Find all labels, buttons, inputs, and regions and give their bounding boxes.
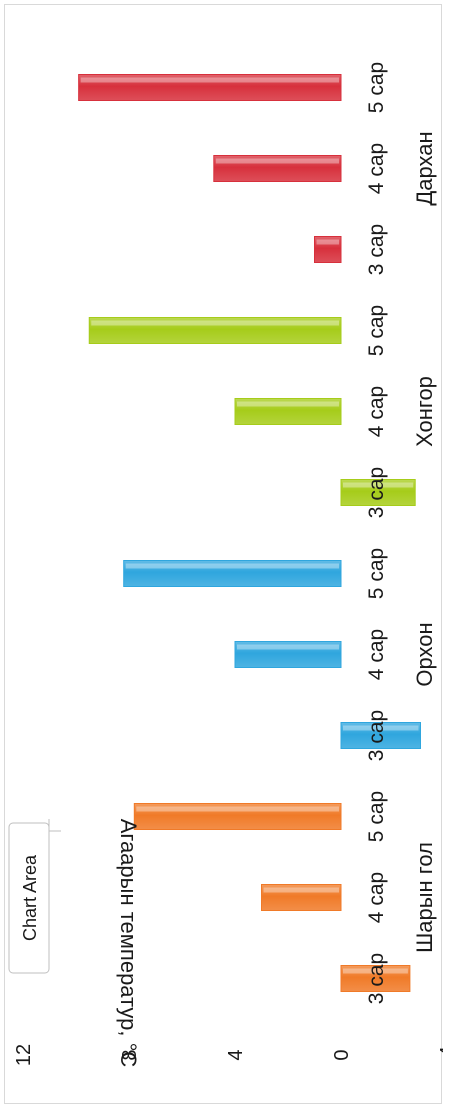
- bar[interactable]: [234, 641, 342, 668]
- bar-highlight: [80, 77, 340, 83]
- bar[interactable]: [78, 74, 342, 101]
- chart-area-tag[interactable]: Chart Area: [8, 819, 61, 974]
- chart-area[interactable]: -4 0 4 8 12 3 сар 4 сар 5 сар 3 сар 4 сар 5 сар 3 …: [4, 4, 443, 1104]
- x-group-label: Дархан: [412, 131, 437, 205]
- bar-highlight: [343, 725, 419, 731]
- bar[interactable]: [213, 155, 342, 182]
- x-axis-subcategory-labels: 3 сар 4 сар 5 сар 3 сар 4 сар 5 сар 3 сар 4 сар…: [365, 62, 388, 1004]
- bar-highlight: [263, 887, 339, 893]
- bar-highlight: [316, 239, 339, 245]
- bar[interactable]: [340, 722, 421, 749]
- x-group-label: Орхон: [412, 622, 437, 686]
- y-tick-label: 8: [119, 1049, 141, 1060]
- bar-highlight: [343, 482, 414, 488]
- x-subcategory-label: 4 сар: [365, 143, 388, 194]
- x-group-label: Хонгор: [412, 376, 437, 447]
- bar[interactable]: [340, 479, 416, 506]
- bar[interactable]: [88, 317, 342, 344]
- bar[interactable]: [234, 398, 342, 425]
- bar[interactable]: [123, 560, 342, 587]
- x-subcategory-label: 3 сар: [365, 224, 388, 275]
- x-subcategory-label: 5 сар: [365, 791, 388, 842]
- y-tick-label: 4: [225, 1049, 247, 1060]
- bar-highlight: [91, 320, 339, 326]
- y-axis-label: Агаарын температур, °С: [116, 819, 141, 1068]
- x-group-label: Шарын гол: [412, 842, 437, 953]
- bar-highlight: [237, 644, 339, 650]
- y-tick-label: -4: [437, 1046, 443, 1064]
- x-subcategory-label: 3 сар: [365, 953, 388, 1004]
- bar-highlight: [215, 158, 339, 164]
- x-axis-group-labels: Дархан Хонгор Орхон Шарын гол: [412, 131, 437, 953]
- bar[interactable]: [133, 803, 342, 830]
- y-tick-label: 0: [331, 1049, 353, 1060]
- bar-highlight: [125, 563, 339, 569]
- bar-highlight: [136, 806, 339, 812]
- x-subcategory-label: 4 сар: [365, 386, 388, 437]
- y-axis-ticks: -4 0 4 8 12: [13, 1044, 443, 1066]
- x-subcategory-label: 4 сар: [365, 629, 388, 680]
- x-subcategory-label: 5 сар: [365, 62, 388, 113]
- bar-highlight: [343, 968, 408, 974]
- chart-area-tag-text: Chart Area: [20, 854, 40, 941]
- plot-area: [78, 74, 421, 992]
- bar[interactable]: [261, 884, 342, 911]
- x-subcategory-label: 5 сар: [365, 548, 388, 599]
- x-subcategory-label: 3 сар: [365, 467, 388, 518]
- bar[interactable]: [314, 236, 342, 263]
- x-subcategory-label: 5 сар: [365, 305, 388, 356]
- x-subcategory-label: 4 сар: [365, 872, 388, 923]
- y-tick-label: 12: [13, 1044, 35, 1066]
- x-subcategory-label: 3 сар: [365, 710, 388, 761]
- bar-highlight: [237, 401, 339, 407]
- bar[interactable]: [340, 965, 411, 992]
